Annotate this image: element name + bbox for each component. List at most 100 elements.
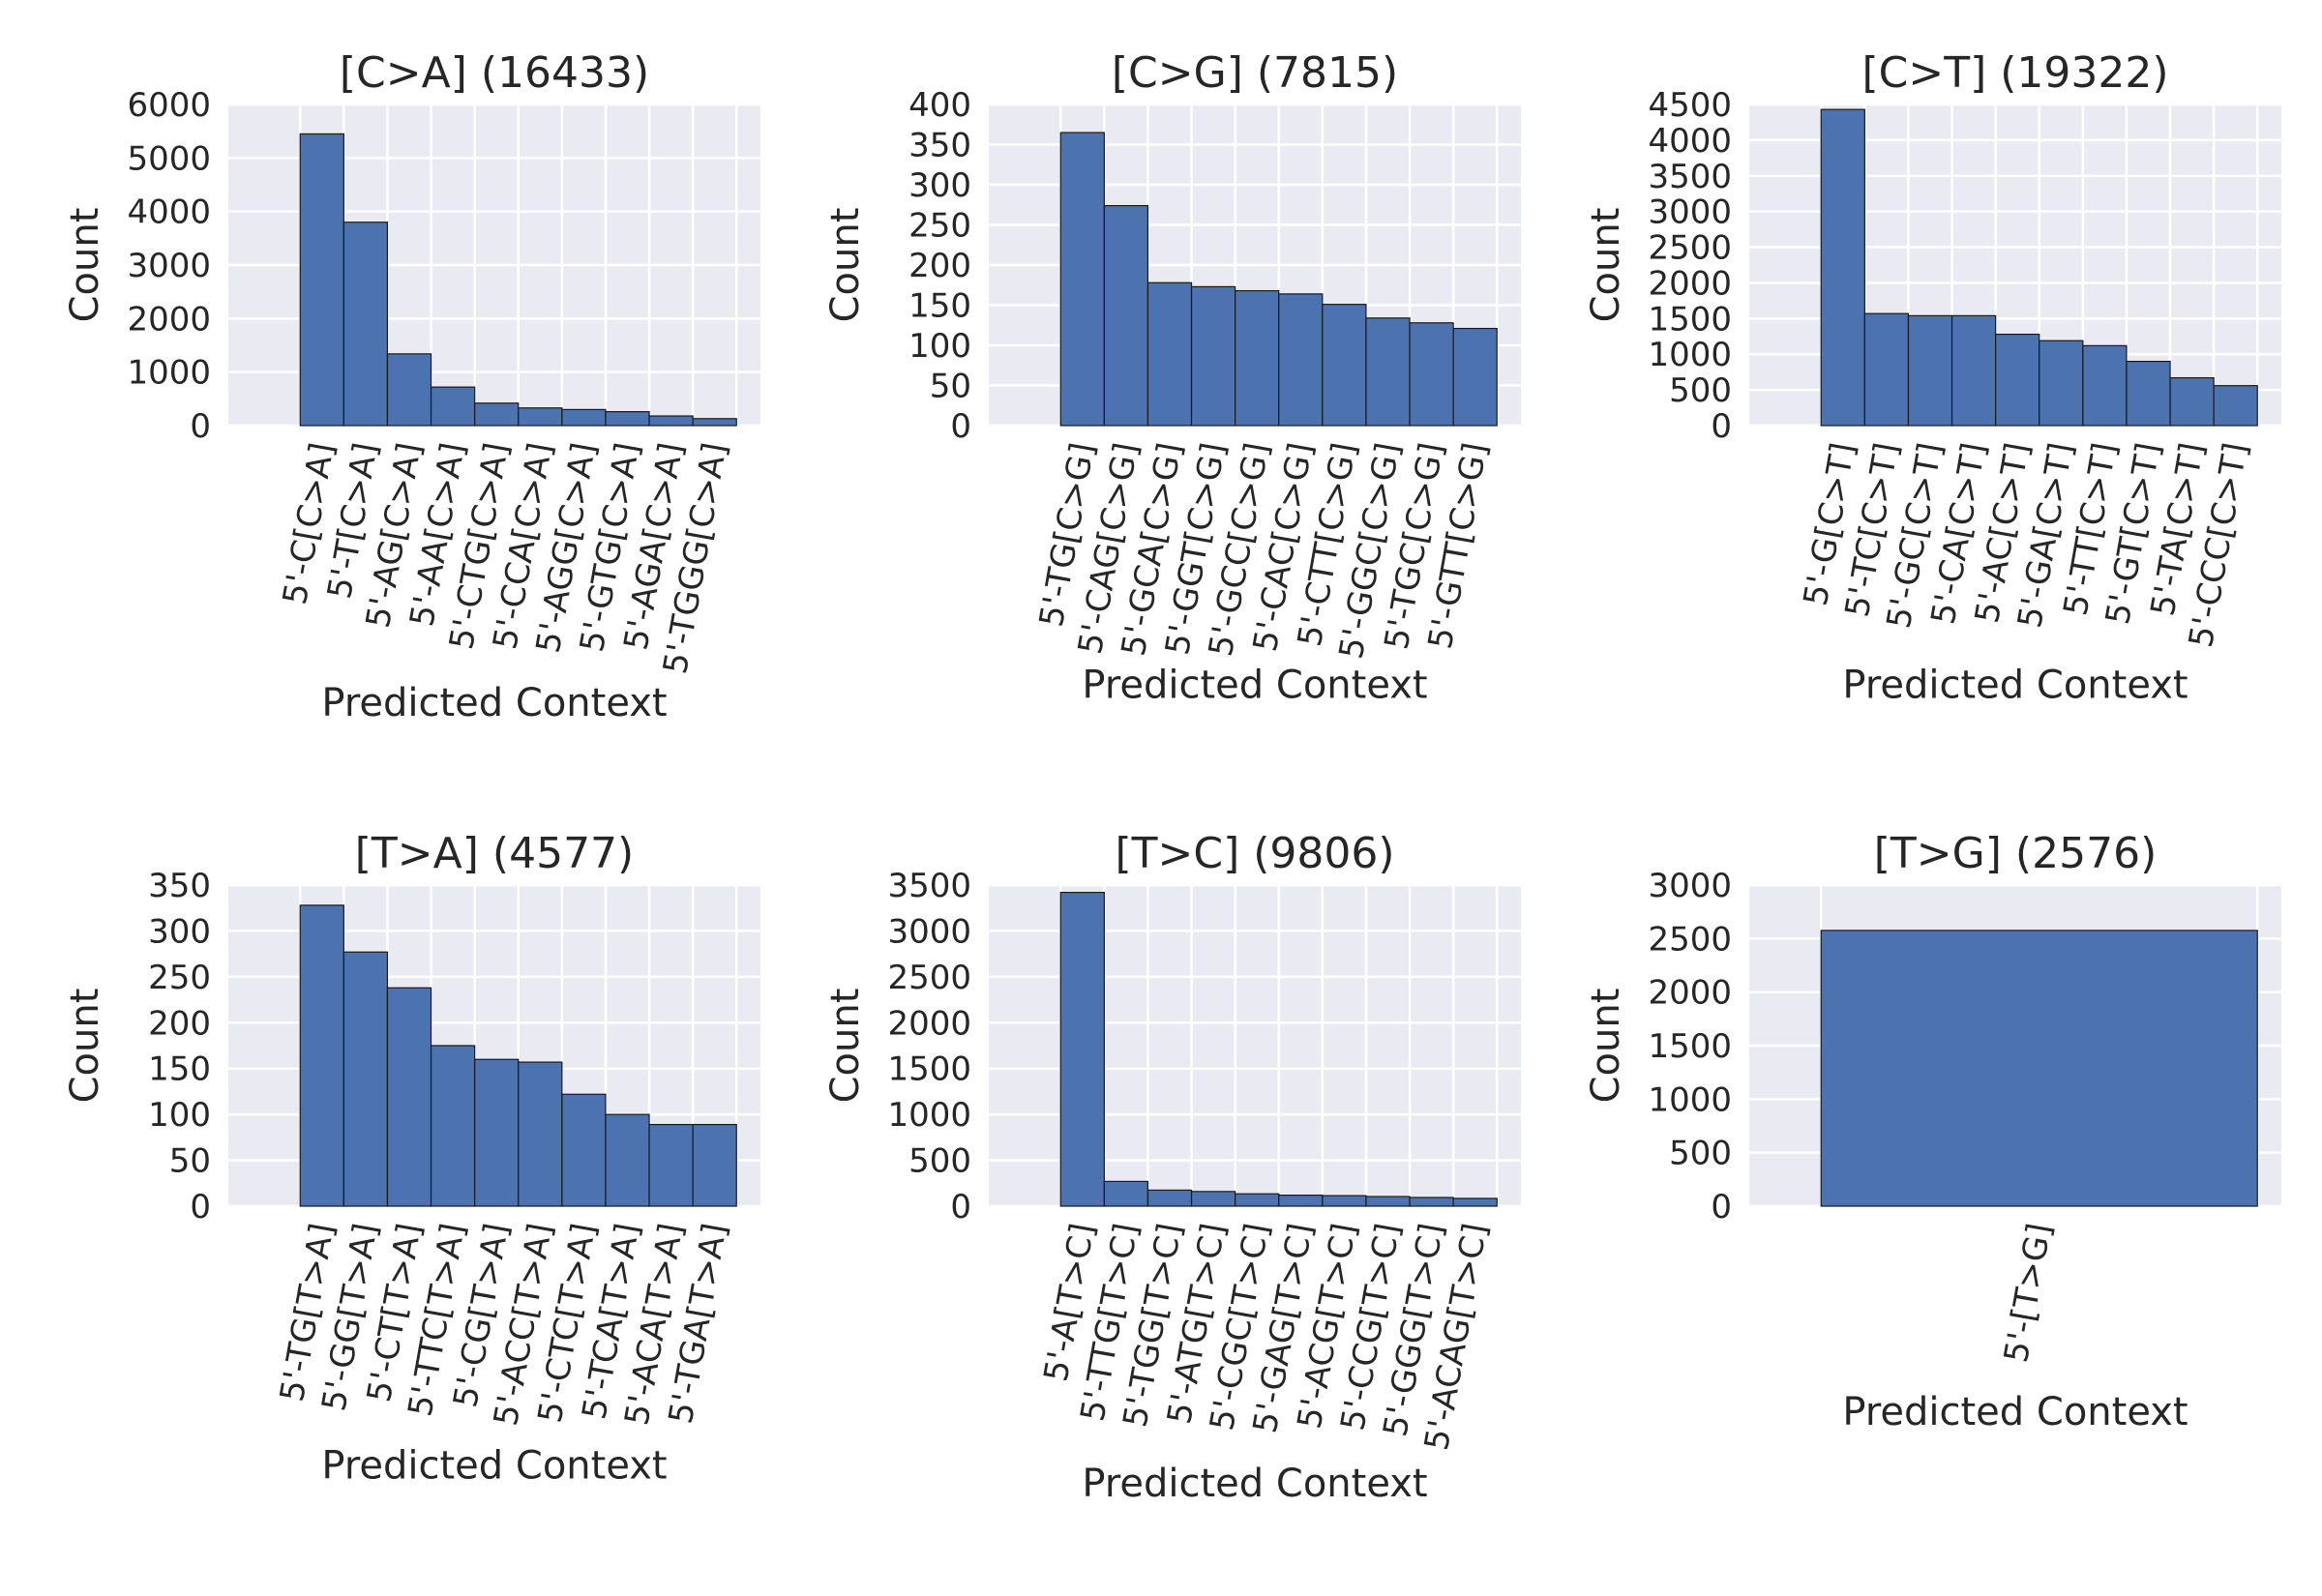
bar bbox=[561, 1093, 607, 1207]
y-tick-label: 50 bbox=[169, 1142, 211, 1181]
bar bbox=[1820, 930, 2258, 1207]
y-axis-label: Count bbox=[63, 989, 107, 1104]
bar bbox=[692, 1123, 737, 1207]
subplot-1: 01000200030004000500060005'-C[C>A]5'-T[C… bbox=[63, 48, 760, 725]
y-tick-label: 2000 bbox=[127, 300, 211, 339]
bar bbox=[2082, 344, 2128, 427]
bar bbox=[342, 222, 389, 427]
bar bbox=[1190, 1191, 1236, 1207]
y-tick-label: 500 bbox=[908, 1142, 971, 1181]
bar bbox=[1103, 1180, 1149, 1207]
bar bbox=[1322, 304, 1367, 427]
bar bbox=[1907, 314, 1953, 427]
y-axis-label: Count bbox=[1584, 208, 1628, 323]
x-axis-label: Predicted Context bbox=[321, 1444, 667, 1489]
bar bbox=[1365, 317, 1411, 427]
chart-title: [T>A] (4577) bbox=[355, 829, 634, 878]
bar bbox=[561, 408, 607, 427]
y-axis-label: Count bbox=[1584, 989, 1628, 1104]
y-axis-label: Count bbox=[823, 208, 868, 323]
bar bbox=[386, 987, 432, 1207]
bar bbox=[692, 418, 737, 427]
y-tick-label: 350 bbox=[908, 127, 971, 165]
y-tick-label: 500 bbox=[1669, 1135, 1732, 1173]
y-tick-label: 3000 bbox=[887, 912, 971, 951]
chart-title: [C>G] (7815) bbox=[1112, 48, 1398, 98]
bar bbox=[299, 904, 344, 1207]
x-axis-label: Predicted Context bbox=[1842, 1390, 2188, 1434]
bar bbox=[648, 415, 694, 427]
y-tick-label: 3000 bbox=[1648, 193, 1732, 232]
subplot-5: 05001000150020002500300035005'-A[T>C]5'-… bbox=[823, 829, 1521, 1506]
y-tick-label: 1000 bbox=[887, 1096, 971, 1135]
y-tick-label: 400 bbox=[908, 86, 971, 125]
y-tick-label: 1000 bbox=[1648, 1080, 1732, 1119]
y-tick-label: 350 bbox=[148, 867, 211, 905]
y-tick-label: 1000 bbox=[127, 354, 211, 393]
bar bbox=[430, 386, 476, 427]
y-tick-label: 100 bbox=[908, 327, 971, 366]
subplot-4: 0501001502002503003505'-TG[T>A]5'-GG[T>A… bbox=[63, 829, 760, 1489]
bar bbox=[518, 407, 563, 427]
bar bbox=[518, 1061, 563, 1207]
bar bbox=[2126, 361, 2171, 427]
chart-title: [C>A] (16433) bbox=[340, 48, 649, 98]
bar bbox=[1278, 293, 1324, 427]
bar bbox=[1409, 322, 1454, 427]
y-tick-label: 300 bbox=[908, 166, 971, 205]
x-tick-label: 5'-[T>G] bbox=[1997, 1221, 2060, 1366]
bar bbox=[1409, 1197, 1454, 1207]
y-tick-label: 5000 bbox=[127, 139, 211, 178]
bar bbox=[1452, 327, 1498, 427]
chart-title: [T>C] (9806) bbox=[1115, 829, 1394, 878]
y-tick-label: 150 bbox=[148, 1050, 211, 1089]
y-tick-label: 4000 bbox=[127, 193, 211, 232]
subplot-3: 0500100015002000250030003500400045005'-G… bbox=[1584, 48, 2281, 708]
bar bbox=[1146, 281, 1193, 427]
y-tick-label: 0 bbox=[950, 1188, 971, 1227]
bar bbox=[1820, 108, 1865, 427]
x-axis-label: Predicted Context bbox=[1082, 664, 1427, 708]
y-tick-label: 3500 bbox=[887, 867, 971, 905]
chart-title: [C>T] (19322) bbox=[1861, 48, 2168, 98]
y-tick-label: 0 bbox=[1711, 1188, 1732, 1227]
y-tick-label: 2000 bbox=[887, 1004, 971, 1043]
bar bbox=[299, 133, 344, 427]
y-tick-label: 2500 bbox=[1648, 229, 1732, 268]
bar bbox=[1863, 312, 1910, 427]
bar bbox=[342, 951, 389, 1207]
y-tick-label: 0 bbox=[190, 407, 211, 446]
bar bbox=[1235, 1193, 1280, 1207]
y-tick-label: 0 bbox=[190, 1188, 211, 1227]
bar bbox=[605, 411, 650, 427]
y-tick-label: 200 bbox=[148, 1004, 211, 1043]
bar bbox=[1322, 1195, 1367, 1207]
x-axis-label: Predicted Context bbox=[321, 681, 667, 725]
bar bbox=[1103, 204, 1149, 427]
y-tick-label: 2500 bbox=[1648, 920, 1732, 959]
y-tick-label: 150 bbox=[908, 287, 971, 326]
subplot-6: 0 500 1000 1500 2000 2500 3000 5'-[T>G] [T>G] (2… bbox=[1584, 829, 2281, 1434]
bar bbox=[1950, 314, 1997, 427]
y-tick-label: 0 bbox=[1711, 407, 1732, 446]
y-tick-label: 250 bbox=[148, 959, 211, 997]
y-tick-label: 4000 bbox=[1648, 122, 1732, 161]
bar bbox=[1995, 333, 2040, 427]
y-tick-label: 0 bbox=[950, 407, 971, 446]
y-tick-label: 1500 bbox=[1648, 300, 1732, 339]
y-tick-label: 1500 bbox=[1648, 1027, 1732, 1066]
bar bbox=[430, 1045, 476, 1207]
y-axis-label: Count bbox=[823, 989, 868, 1104]
bar bbox=[1365, 1196, 1411, 1207]
bar bbox=[1190, 285, 1236, 427]
subplot-2: 0501001502002503003504005'-TG[C>G]5'-CAG… bbox=[823, 48, 1521, 708]
y-axis-label: Count bbox=[63, 208, 107, 323]
bar bbox=[2039, 340, 2084, 427]
bar bbox=[1059, 132, 1105, 427]
y-tick-label: 2500 bbox=[887, 959, 971, 997]
bar bbox=[2169, 376, 2215, 427]
y-tick-label: 3500 bbox=[1648, 158, 1732, 196]
bar bbox=[1278, 1195, 1324, 1207]
bar bbox=[1452, 1197, 1498, 1207]
